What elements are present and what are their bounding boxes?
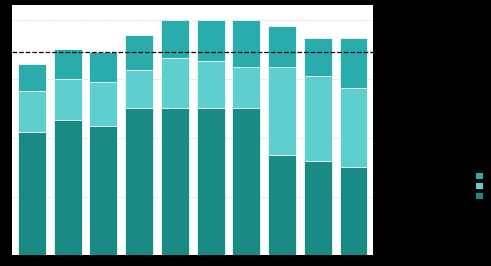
- Bar: [340, 88, 367, 167]
- Bar: [268, 26, 296, 67]
- Bar: [161, 20, 189, 58]
- Bar: [232, 67, 260, 108]
- Bar: [268, 155, 296, 255]
- Bar: [54, 49, 82, 79]
- Bar: [304, 76, 332, 161]
- Bar: [232, 20, 260, 67]
- Bar: [18, 64, 46, 91]
- Legend: , , : , ,: [476, 173, 485, 200]
- Bar: [340, 38, 367, 88]
- Bar: [125, 70, 153, 108]
- Bar: [125, 108, 153, 255]
- Bar: [197, 108, 224, 255]
- Bar: [89, 52, 117, 82]
- Bar: [304, 161, 332, 255]
- Bar: [18, 132, 46, 255]
- Bar: [268, 67, 296, 155]
- Bar: [161, 108, 189, 255]
- Bar: [197, 20, 224, 61]
- Bar: [54, 120, 82, 255]
- Bar: [161, 58, 189, 108]
- Bar: [54, 79, 82, 120]
- Bar: [125, 35, 153, 70]
- Bar: [89, 126, 117, 255]
- Bar: [197, 61, 224, 108]
- Bar: [304, 38, 332, 76]
- Bar: [232, 108, 260, 255]
- Bar: [340, 167, 367, 255]
- Bar: [18, 91, 46, 132]
- Bar: [89, 82, 117, 126]
